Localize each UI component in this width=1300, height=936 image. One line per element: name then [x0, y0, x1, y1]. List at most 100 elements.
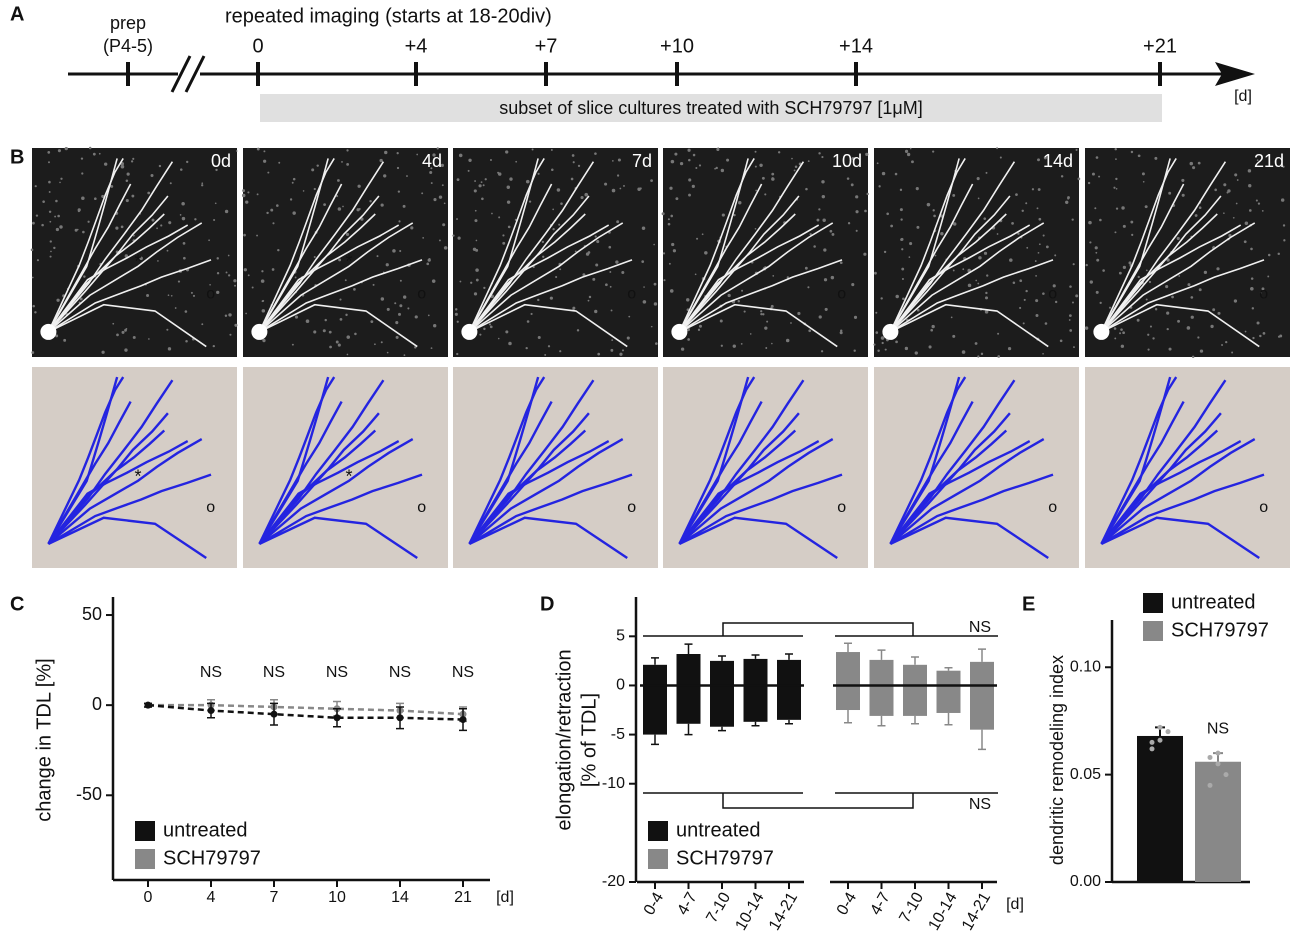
speckle — [386, 351, 389, 354]
legend-swatch — [1143, 593, 1163, 613]
speckle — [807, 160, 810, 163]
speckle — [335, 340, 339, 344]
dendrite — [47, 259, 212, 333]
speckle — [643, 286, 645, 288]
timeline-unit: [d] — [1234, 88, 1252, 105]
dendrite — [468, 195, 590, 333]
speckle — [396, 152, 399, 155]
speckle — [247, 274, 250, 277]
speckle — [914, 351, 918, 355]
speckle — [916, 308, 920, 312]
circle-marker: o — [417, 499, 426, 516]
speckle — [584, 192, 589, 197]
speckle — [48, 161, 50, 164]
dendrite — [258, 158, 335, 333]
bar — [970, 685, 994, 730]
error-bar — [877, 649, 886, 660]
annotation: NS — [326, 664, 348, 681]
data-point — [1207, 754, 1213, 760]
arrow-head — [1215, 62, 1255, 86]
speckle — [168, 221, 172, 225]
speckle — [1073, 346, 1075, 348]
speckle — [256, 147, 260, 151]
x-tick-label: 14 — [391, 889, 409, 906]
speckle — [372, 283, 375, 286]
speckle — [805, 187, 808, 191]
dendrite — [678, 195, 800, 333]
micrograph — [243, 148, 448, 357]
speckle — [1186, 326, 1191, 330]
speckle — [1191, 355, 1195, 359]
speckle — [1225, 340, 1228, 344]
speckle — [915, 187, 919, 191]
image-label: 0d — [211, 151, 231, 171]
error-bar — [718, 726, 726, 732]
speckle — [592, 277, 596, 281]
speckle — [1226, 191, 1229, 194]
speckle — [883, 250, 887, 254]
speckle — [30, 248, 34, 252]
legend-swatch — [135, 849, 155, 869]
x-tick-label: 10 — [328, 889, 346, 906]
speckle — [909, 242, 913, 246]
speckle — [822, 218, 826, 223]
speckle — [1122, 265, 1126, 269]
speckle — [1037, 188, 1041, 191]
speckle — [1248, 184, 1252, 188]
data-point — [1215, 761, 1221, 767]
speckle — [291, 343, 294, 346]
speckle — [395, 321, 399, 325]
y-tick-label: 0.05 — [1070, 766, 1101, 783]
speckle — [410, 226, 414, 230]
speckle — [1166, 258, 1170, 262]
speckle — [48, 191, 51, 193]
speckle — [1216, 267, 1220, 271]
speckle — [1025, 289, 1028, 293]
speckle — [1130, 150, 1134, 154]
dendrite — [258, 195, 380, 333]
speckle — [272, 222, 275, 225]
speckle — [151, 218, 155, 222]
speckle — [1233, 299, 1238, 303]
speckle — [818, 208, 821, 211]
speckle — [484, 178, 487, 181]
speckle — [698, 324, 702, 328]
speckle — [1136, 318, 1140, 322]
speckle — [379, 158, 383, 163]
speckle — [380, 341, 383, 344]
speckle — [771, 172, 775, 176]
speckle — [1075, 294, 1079, 298]
panel-label: B — [10, 146, 24, 168]
speckle — [908, 256, 911, 258]
speckle — [438, 239, 441, 242]
speckle — [276, 204, 279, 207]
speckle — [704, 251, 708, 255]
speckle — [1044, 322, 1048, 325]
speckle — [906, 152, 911, 157]
speckle — [552, 228, 555, 231]
dendrite — [1100, 195, 1222, 333]
speckle — [474, 219, 478, 223]
speckle — [1067, 197, 1070, 200]
speckle — [770, 304, 774, 308]
speckle — [754, 227, 757, 230]
speckle — [399, 250, 402, 253]
speckle — [950, 316, 953, 319]
speckle — [1145, 269, 1148, 272]
panel-label: E — [1022, 593, 1035, 615]
bar — [936, 670, 961, 686]
y-tick-label: -10 — [602, 775, 625, 792]
speckle — [1255, 199, 1258, 202]
annotation: NS — [200, 664, 222, 681]
speckle — [57, 214, 60, 218]
speckle — [316, 164, 319, 167]
bar — [869, 659, 894, 686]
speckle — [59, 225, 63, 229]
speckle — [899, 208, 903, 212]
speckle — [436, 147, 439, 150]
annotation: NS — [969, 619, 991, 636]
speckle — [1122, 331, 1125, 335]
bar — [936, 685, 961, 713]
circle-marker: o — [627, 499, 636, 516]
speckle — [125, 328, 128, 330]
